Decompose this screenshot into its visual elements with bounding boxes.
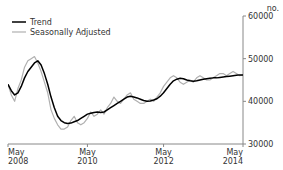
x-tick-label-line: 2012 [153,157,173,166]
y-axis-label: no. [267,4,279,13]
x-tick-label-line: 2010 [77,157,97,166]
x-tick-label: May2008 [8,148,28,166]
x-tick-label: May2012 [153,148,173,166]
y-tick-label: 40000 [248,97,273,106]
y-tick [243,58,246,59]
x-tick-label: May2010 [77,148,97,166]
legend-swatch [12,21,26,23]
x-tick-label-line: 2008 [8,157,28,166]
x-tick [163,144,164,147]
x-tick-label-line: 2014 [223,157,243,166]
y-tick [243,101,246,102]
y-tick-label: 50000 [248,55,273,64]
y-tick [243,16,246,17]
x-tick [87,144,88,147]
x-tick-label-line: May [226,148,243,157]
x-axis-line [8,144,243,145]
x-tick-label-line: May [79,148,96,157]
legend-label: Trend [29,18,52,27]
x-tick-label-line: May [155,148,172,157]
plot-area [8,57,243,130]
legend-label: Seasonally Adjusted [30,28,111,37]
x-tick [243,144,244,147]
chart: 30000400005000060000no.May2008May2010May… [0,0,283,170]
x-tick-label-line: May [8,148,25,157]
y-tick-label: 60000 [248,12,273,21]
x-tick [8,144,9,147]
y-tick-label: 30000 [248,140,273,149]
legend: TrendSeasonally Adjusted [12,18,111,37]
line-series [8,57,243,130]
y-axis-line [243,16,244,144]
x-tick-label: May2014 [223,148,244,166]
legend-swatch [12,31,26,32]
line-series [8,61,243,124]
